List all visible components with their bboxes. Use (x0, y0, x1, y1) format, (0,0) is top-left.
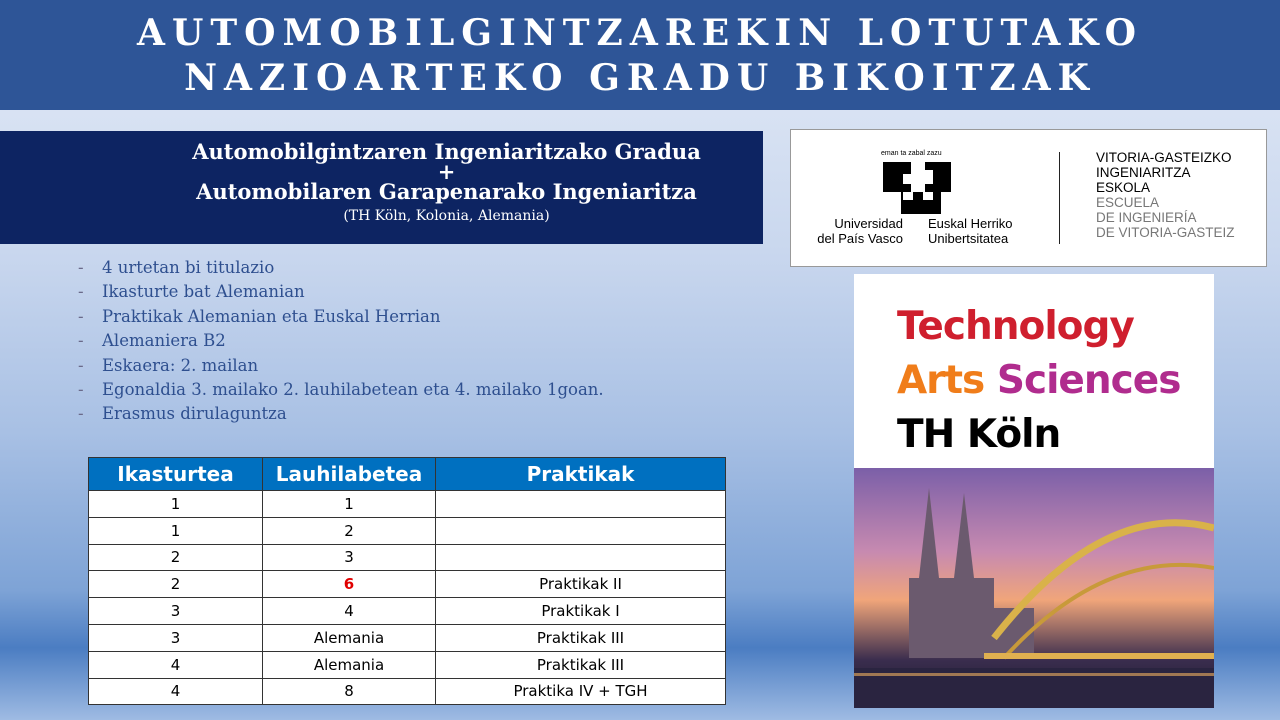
bullet-text: Erasmus dirulaguntza (102, 404, 287, 424)
dash-icon: - (78, 379, 84, 399)
bullet-text: 2. lauhilabetean eta (278, 379, 455, 399)
cathedral-bridge-image (854, 488, 1214, 708)
table-cell: 3 (88, 597, 263, 625)
plus-sign: + (437, 159, 456, 184)
degree-title-1: Automobilgintzaren Ingeniaritzako Gradua (192, 139, 701, 164)
table-cell: 4 (88, 677, 263, 706)
bullet-text: Eskaera: 2. mailan (102, 355, 259, 375)
school-name-es: DE INGENIERÍA (1096, 210, 1197, 225)
slide-banner: AUTOMOBILGINTZAREKIN LOTUTAKO NAZIOARTEK… (0, 0, 1280, 110)
school-name-eu: ESKOLA (1096, 180, 1151, 195)
school-name-es: DE VITORIA-GASTEIZ (1096, 225, 1235, 240)
table-row: 3 Alemania Praktikak III (88, 623, 726, 652)
table-cell: 3 (88, 623, 263, 652)
bullet-item: - Erasmus dirulaguntza (78, 402, 604, 426)
table-cell: Alemania (262, 623, 436, 652)
table-row: 2 6 Praktikak II (88, 570, 726, 599)
bullet-text: 4 urtetan bi titulazio (102, 258, 275, 277)
banner-line-1: AUTOMOBILGINTZAREKIN LOTUTAKO (137, 12, 1143, 54)
table-cell: 1 (88, 490, 263, 518)
table-cell: 2 (88, 570, 263, 599)
table-row: 4 8 Praktika IV + TGH (88, 677, 726, 706)
bullet-text: Ikasturte bat Alemanian (102, 282, 305, 302)
bullet-item: - Egonaldia 3. mailako 2. lauhilabetean e… (78, 378, 604, 402)
table-row: 3 4 Praktikak I (88, 597, 726, 625)
bullet-item: - Eskaera: 2. mailan (78, 354, 604, 378)
thk-sciences: Sciences (996, 358, 1182, 403)
header-lauhilabetea: Lauhilabetea (262, 457, 436, 491)
dash-icon: - (78, 306, 84, 326)
table-cell: Praktika IV + TGH (435, 677, 726, 706)
table-cell (435, 516, 726, 545)
table-cell: 2 (88, 543, 263, 572)
table-row: 4 Alemania Praktikak III (88, 650, 726, 679)
ehu-es-1: Universidad (834, 216, 903, 231)
degree-title-2: Automobilaren Garapenarako Ingeniaritza (196, 179, 697, 204)
thk-arts: Arts (897, 358, 985, 403)
bullet-text: Alemaniera B2 (102, 331, 226, 351)
table-cell (435, 543, 726, 572)
table-cell: Praktikak II (435, 570, 726, 599)
table-cell: 1 (262, 490, 436, 518)
header-ikasturtea: Ikasturtea (88, 457, 263, 491)
bullet-text: Praktikak Alemanian eta Euskal Herrian (102, 306, 441, 326)
bullet-list: -4 urtetan bi titulazio - Ikasturte bat Al… (78, 256, 604, 427)
table-cell: Praktikak I (435, 597, 726, 625)
bullet-item: - Alemaniera B2 (78, 329, 604, 353)
table-cell: Praktikak III (435, 623, 726, 652)
table-cell: 4 (262, 597, 436, 625)
bullet-item: - Praktikak Alemanian eta Euskal Herrian (78, 305, 604, 329)
table-cell: 1 (88, 516, 263, 545)
ehu-emblem-icon (883, 162, 951, 214)
thk-name: TH Köln (897, 412, 1061, 457)
header-praktikak: Praktikak (435, 457, 726, 491)
school-name-es: ESCUELA (1096, 195, 1160, 210)
program-title-box: Automobilgintzaren Ingeniaritzako Gradua… (0, 131, 763, 244)
thk-technology: Technology (897, 304, 1135, 349)
cologne-photo (854, 468, 1214, 708)
ehu-eu-1: Euskal Herriko (928, 216, 1013, 231)
bullet-item: -4 urtetan bi titulazio (78, 256, 604, 280)
ehu-logo: eman ta zabal zazu Universidad del País … (790, 129, 1267, 267)
bullet-text: 3. mailako (191, 379, 278, 399)
logo-divider (1059, 152, 1060, 244)
school-name-eu: VITORIA-GASTEIZKO (1096, 150, 1232, 165)
table-cell: 6 (262, 570, 436, 599)
bullet-text: 1goan. (541, 379, 604, 399)
dash-icon: - (78, 331, 84, 351)
dash-icon: - (78, 355, 84, 375)
dash-icon: - (78, 282, 84, 302)
dash-icon: - (78, 404, 84, 424)
dash-icon: - (78, 258, 84, 277)
th-koln-logo: Technology Arts Sciences TH Köln (854, 274, 1214, 708)
banner-line-2: NAZIOARTEKO GRADU BIKOITZAK (184, 57, 1096, 99)
location: (TH Köln, Kolonia, Alemania) (343, 208, 550, 224)
table-cell (435, 490, 726, 518)
table-cell: Alemania (262, 650, 436, 679)
table-cell: 4 (88, 650, 263, 679)
table-cell: 2 (262, 516, 436, 545)
bullet-item: - Ikasturte bat Alemanian (78, 280, 604, 304)
ehu-eu-2: Unibertsitatea (928, 231, 1009, 246)
table-cell: 3 (262, 543, 436, 572)
bullet-text: 4. mailako (454, 379, 542, 399)
school-name-eu: INGENIARITZA (1096, 165, 1191, 180)
table-cell: 8 (262, 677, 436, 706)
ehu-es-2: del País Vasco (817, 231, 903, 246)
ehu-motto: eman ta zabal zazu (881, 150, 942, 157)
table-cell: Praktikak III (435, 650, 726, 679)
bullet-text: Egonaldia (102, 379, 192, 399)
